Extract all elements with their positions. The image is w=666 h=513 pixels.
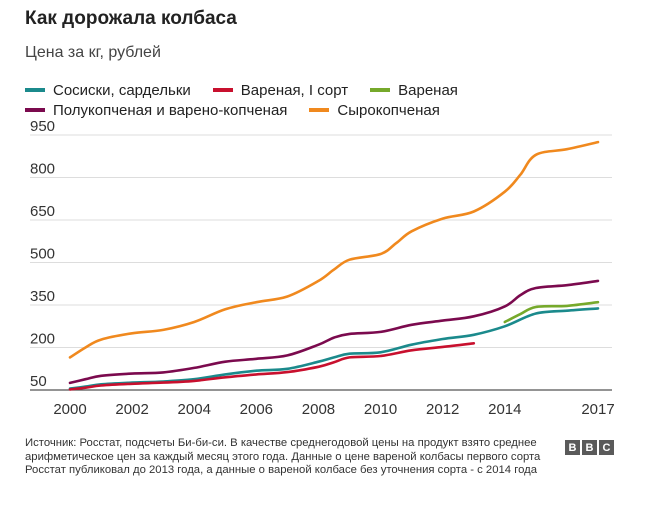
- x-tick-label: 2006: [240, 401, 273, 418]
- legend-item-boiled-first-grade: Вареная, I сорт: [212, 81, 349, 99]
- series-line-boiled: [503, 300, 600, 324]
- legend-row-2: Полукопченая и варено-копченая Сырокопче…: [25, 100, 645, 120]
- legend-label-boiled-first-grade: Вареная, I сорт: [240, 81, 349, 99]
- y-tick-label: 350: [30, 288, 55, 305]
- series-line-sausages: [68, 307, 600, 390]
- legend-swatch-boiled: [370, 88, 391, 92]
- legend-swatch-semi-smoked: [25, 108, 45, 112]
- legend-item-raw-smoked: Сырокопченая: [309, 101, 440, 119]
- x-tick-label: 2002: [115, 401, 148, 418]
- y-tick-label: 950: [30, 118, 55, 135]
- x-tick-label: 2008: [302, 401, 335, 418]
- x-tick-label: 2017: [581, 401, 614, 418]
- legend: Сосиски, сардельки Вареная, I сорт Варен…: [25, 80, 645, 120]
- y-tick-label: 650: [30, 203, 55, 220]
- legend-swatch-boiled-first-grade: [212, 88, 233, 92]
- chart-subtitle: Цена за кг, рублей: [25, 44, 161, 61]
- series-line-semi-smoked: [68, 279, 600, 385]
- bbc-logo: B B C: [565, 440, 616, 455]
- line-chart: 50 200 350 500 650 800 950 2000 2002 2004 2006 2008…: [30, 118, 615, 418]
- chart-title: Как дорожала колбаса: [25, 8, 237, 29]
- y-tick-label: 50: [30, 373, 47, 390]
- legend-label-sausages: Сосиски, сардельки: [53, 81, 191, 99]
- x-tick-label: 2004: [178, 401, 211, 418]
- y-tick-label: 800: [30, 161, 55, 178]
- legend-item-sausages: Сосиски, сардельки: [25, 82, 191, 99]
- legend-swatch-raw-smoked: [309, 108, 330, 112]
- legend-label-raw-smoked: Сырокопченая: [337, 101, 440, 119]
- series-line-raw-smoked: [68, 140, 600, 359]
- legend-label-boiled: Вареная: [398, 81, 458, 99]
- bbc-logo-block: C: [599, 440, 614, 455]
- legend-swatch-sausages: [25, 88, 45, 92]
- x-tick-label: 2012: [426, 401, 459, 418]
- series-line-boiled-first-grade: [68, 342, 476, 391]
- legend-item-boiled: Вареная: [370, 82, 458, 99]
- x-tick-label: 2000: [53, 401, 86, 418]
- y-tick-label: 500: [30, 246, 55, 263]
- source-note: Источник: Росстат, подсчеты Би-би-си. В …: [25, 437, 541, 477]
- legend-label-semi-smoked: Полукопченая и варено-копченая: [53, 101, 288, 119]
- bbc-logo-block: B: [582, 440, 597, 455]
- y-tick-label: 200: [30, 331, 55, 348]
- bbc-logo-block: B: [565, 440, 580, 455]
- legend-row-1: Сосиски, сардельки Вареная, I сорт Варен…: [25, 80, 645, 100]
- x-tick-label: 2010: [364, 401, 397, 418]
- x-tick-label: 2014: [488, 401, 521, 418]
- legend-item-semi-smoked: Полукопченая и варено-копченая: [25, 102, 287, 119]
